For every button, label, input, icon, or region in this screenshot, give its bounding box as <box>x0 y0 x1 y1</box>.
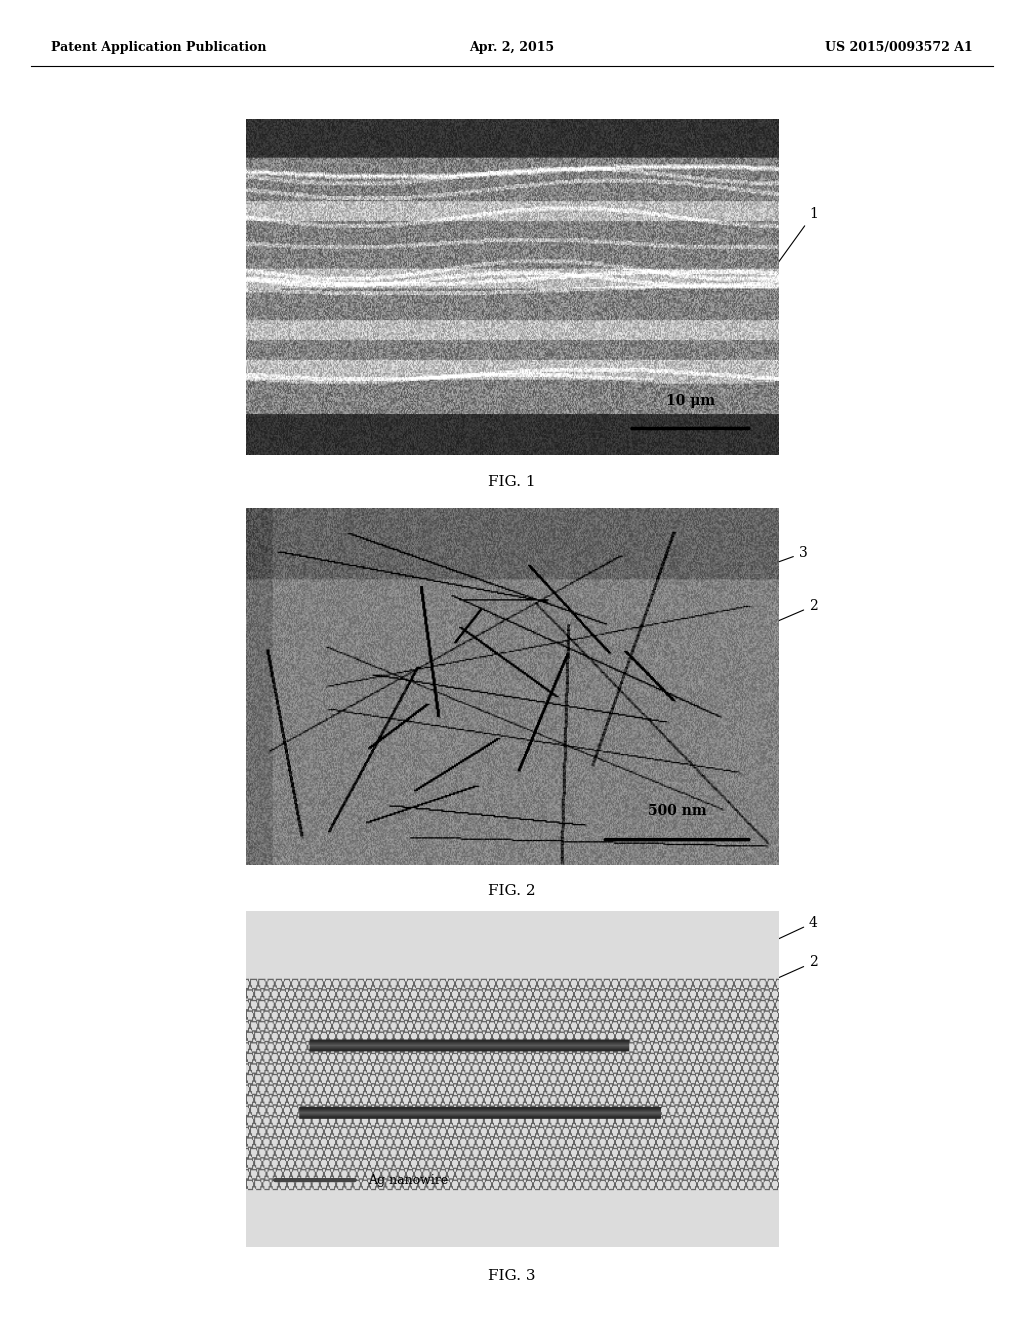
Text: Apr. 2, 2015: Apr. 2, 2015 <box>469 41 555 54</box>
Text: Patent Application Publication: Patent Application Publication <box>51 41 266 54</box>
Text: 2: 2 <box>714 956 818 1007</box>
Text: US 2015/0093572 A1: US 2015/0093572 A1 <box>825 41 973 54</box>
Text: FIG. 2: FIG. 2 <box>488 884 536 898</box>
Text: FIG. 1: FIG. 1 <box>488 475 536 488</box>
Text: 3: 3 <box>639 546 808 614</box>
Text: 4: 4 <box>695 916 818 978</box>
Text: 10 μm: 10 μm <box>666 395 715 408</box>
Text: 500 nm: 500 nm <box>648 804 707 818</box>
Text: FIG. 3: FIG. 3 <box>488 1270 536 1283</box>
Text: 1: 1 <box>765 207 818 281</box>
Text: Ag nanowire: Ag nanowire <box>369 1173 449 1187</box>
Text: 2: 2 <box>685 599 818 661</box>
